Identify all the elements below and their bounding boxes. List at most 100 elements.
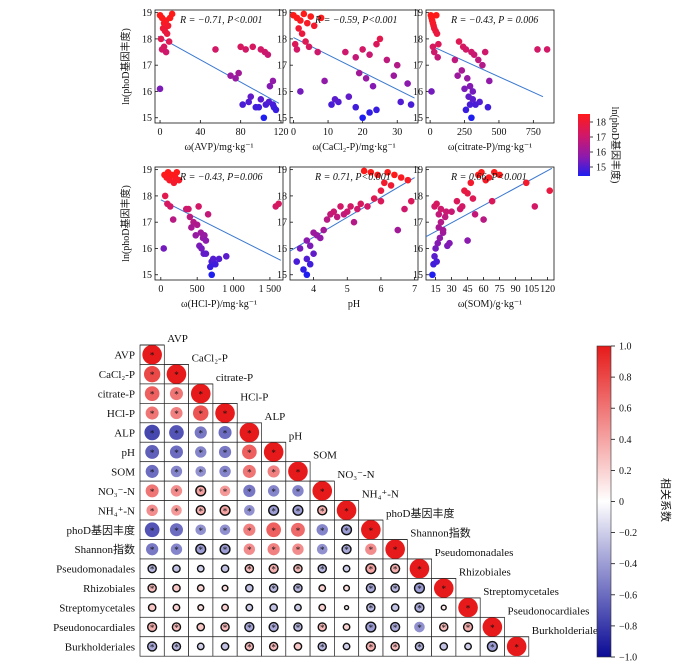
corr-circle (268, 504, 280, 516)
corr-cell: * (139, 558, 165, 579)
corr-cell: * (236, 558, 262, 579)
scatter-panel-6: 15 16 17 18 19 15 30 45 60 75 90 105 120 R = 0.66, P<… (413, 165, 555, 310)
data-point (531, 203, 539, 210)
diagonal-label: Streptomycetales (483, 586, 559, 598)
data-point (391, 171, 398, 179)
corr-circle (245, 603, 254, 612)
corr-circle (292, 485, 304, 497)
data-point (439, 226, 447, 234)
x-tick-label: 6 (378, 284, 383, 295)
corr-circle (171, 641, 182, 652)
significance-marker: * (296, 506, 301, 516)
significance-marker: * (199, 545, 204, 555)
significance-marker: * (150, 526, 155, 536)
x-tick-label: 0 (428, 127, 433, 138)
data-point (366, 51, 373, 58)
corr-circle (170, 543, 183, 555)
corr-cell: * (261, 578, 287, 599)
corr-circle (196, 622, 206, 632)
corr-circle (293, 563, 303, 574)
data-point (317, 234, 324, 242)
corr-cell: * (163, 403, 189, 424)
corr-cell: * (236, 636, 262, 657)
corr-circle (243, 523, 256, 536)
data-point (360, 167, 368, 175)
data-point (485, 174, 493, 181)
data-point (235, 69, 242, 77)
significance-marker: * (247, 545, 252, 555)
row-label: HCl-P (107, 408, 135, 420)
diagonal-label: ALP (265, 411, 286, 423)
y-tick-label: 17 (142, 61, 152, 72)
plot-frame (425, 9, 555, 124)
data-point (435, 211, 443, 218)
significance-marker: * (223, 487, 228, 497)
corr-circle (268, 641, 279, 652)
data-point (163, 30, 171, 37)
corr-circle (145, 445, 160, 459)
data-point (264, 51, 272, 58)
significance-marker: * (271, 487, 276, 497)
corr-cell (212, 636, 238, 657)
data-point (367, 168, 375, 176)
colorbar-tick-label: 15 (596, 163, 606, 174)
corr-circle (219, 524, 231, 536)
corr-cell (261, 597, 287, 618)
significance-marker: * (199, 429, 204, 439)
x-tick-label: 45 (463, 284, 473, 295)
y-tick-label: 15 (413, 270, 423, 281)
trend-line (293, 37, 415, 99)
data-point (245, 98, 253, 106)
colorbar-tick-label: 16 (596, 148, 606, 159)
corr-cell (163, 597, 189, 618)
corr-cell (431, 597, 457, 618)
significance-marker: * (271, 506, 276, 516)
data-point (208, 271, 216, 279)
data-point (173, 168, 181, 176)
stat-annotation: R = −0.71, P<0.001 (179, 15, 262, 26)
data-point (486, 77, 493, 85)
corr-circle (316, 543, 328, 555)
corr-circle (366, 602, 376, 613)
corr-cell: * (236, 500, 262, 521)
data-point (435, 40, 442, 48)
significance-marker: * (199, 487, 204, 497)
diagonal-label: Pseudomonadales (435, 547, 514, 559)
corr-circle (365, 563, 377, 575)
corr-cell: * (285, 461, 311, 482)
corr-circle (414, 641, 425, 652)
corr-circle (220, 642, 230, 651)
data-point (170, 179, 178, 187)
corr-circle (263, 442, 284, 462)
colorbar-tick-label: −0.8 (619, 621, 637, 632)
corr-circle (221, 603, 229, 612)
significance-marker: * (174, 642, 179, 652)
data-point (156, 85, 164, 93)
diagonal-label: phoD基因丰度 (386, 506, 454, 520)
corr-circle (169, 425, 184, 440)
corr-circle (146, 504, 158, 517)
significance-marker: * (442, 623, 447, 633)
corr-cell: * (163, 519, 189, 540)
data-point (198, 245, 205, 252)
significance-marker: * (417, 584, 422, 594)
corr-cell: * (188, 422, 214, 443)
corr-cell: * (188, 539, 214, 560)
correlation-colorbar: 1.0 0.8 0.6 0.4 0.2 0 −0.2 −0.4 −0.6 −0.8 −1.0 相关系… (596, 342, 673, 664)
corr-circle (438, 622, 449, 632)
corr-cell: * (406, 558, 432, 579)
data-point (471, 211, 479, 218)
y-tick-label: 17 (413, 218, 423, 229)
x-axis-label: ω(SOM)/g·kg⁻¹ (458, 299, 522, 310)
scatter-panel-4: 15 16 17 18 19 0 500 1 000 1 500 R = −0.43, P=0.0… (119, 165, 284, 310)
x-axis-label: ω(CaCl₂-P)/mg·kg⁻¹ (312, 142, 395, 153)
significance-marker: * (271, 467, 276, 477)
data-point (490, 168, 498, 176)
significance-marker: * (223, 467, 228, 477)
data-point (480, 216, 487, 223)
corr-circle (196, 584, 205, 593)
corr-cell: * (163, 383, 189, 404)
corr-cell: * (358, 636, 384, 657)
corr-cell: * (163, 461, 189, 482)
corr-cell: * (406, 636, 432, 657)
